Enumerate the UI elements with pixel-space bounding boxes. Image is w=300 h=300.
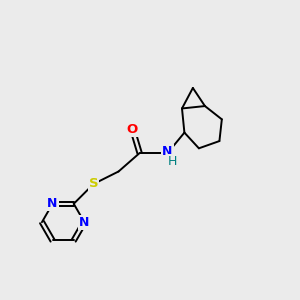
Text: N: N <box>47 197 58 210</box>
Text: S: S <box>89 178 98 190</box>
Text: O: O <box>127 123 138 136</box>
Text: N: N <box>162 145 173 158</box>
Text: N: N <box>79 216 89 229</box>
Text: H: H <box>168 155 178 168</box>
